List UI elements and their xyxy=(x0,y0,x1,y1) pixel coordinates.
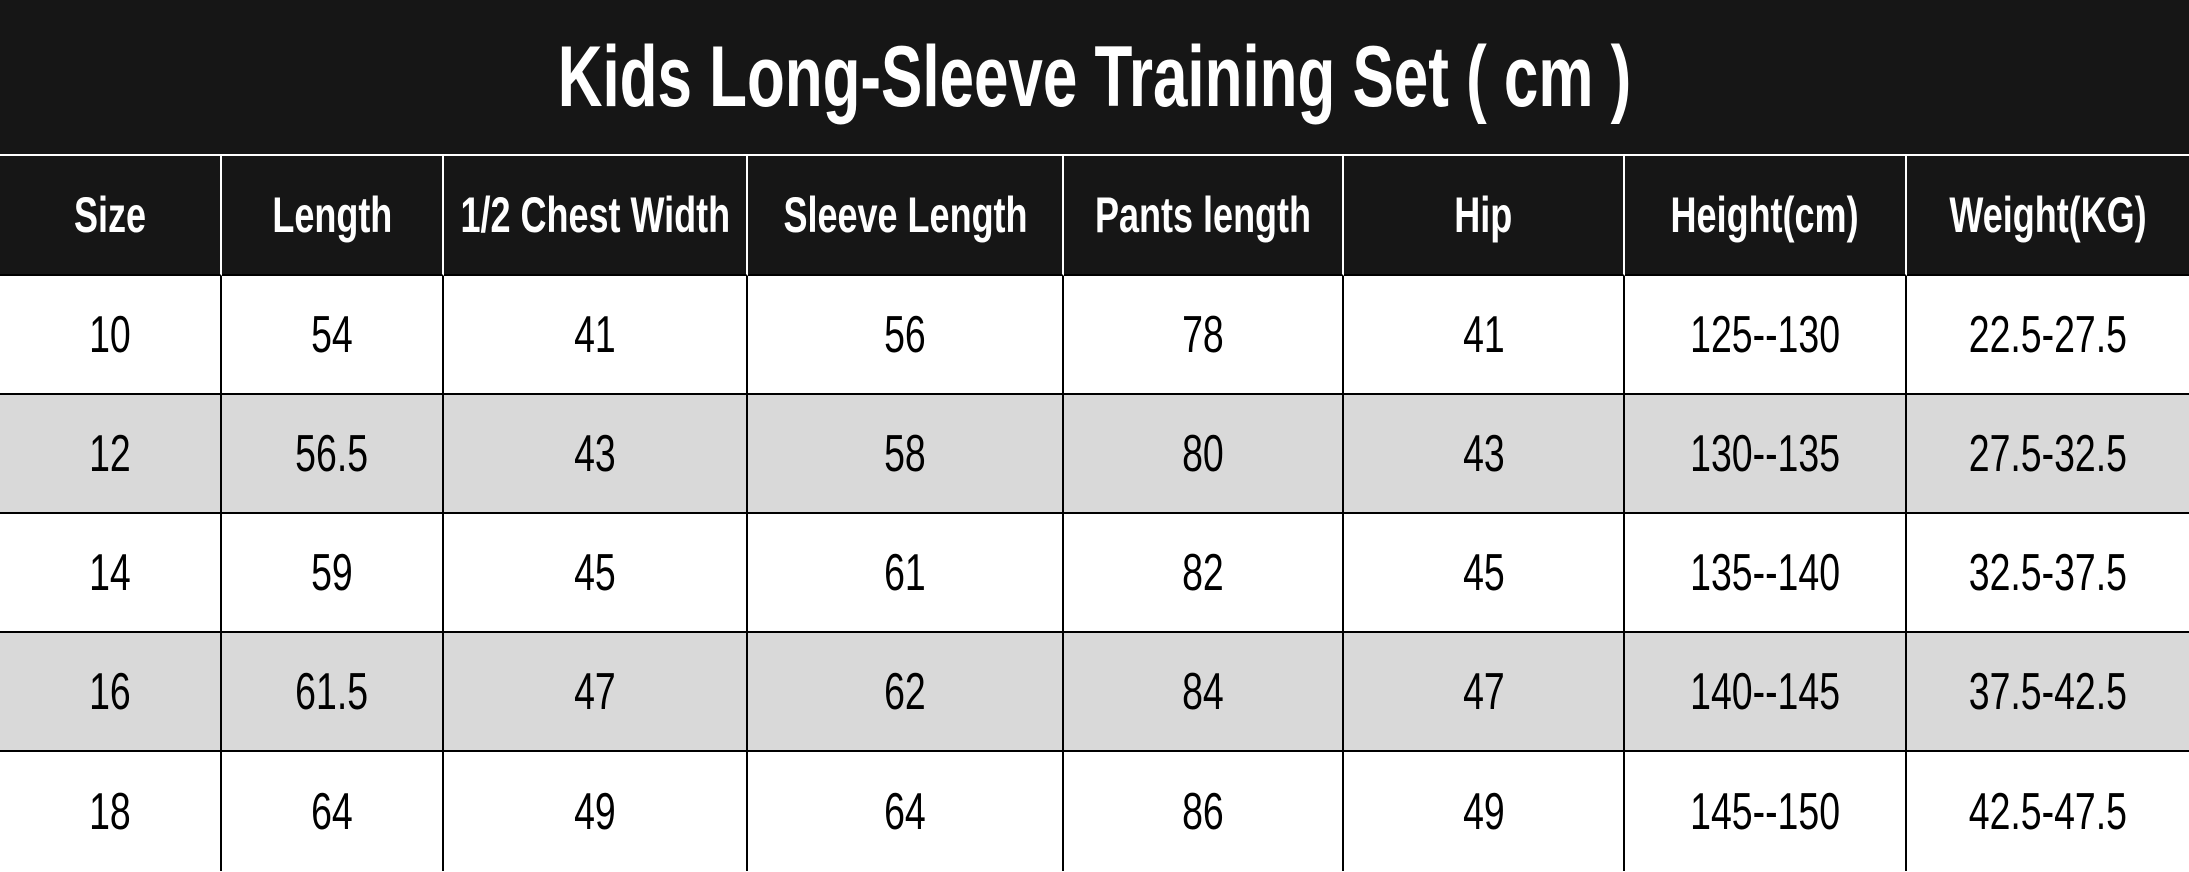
column-header-text: Length xyxy=(272,187,392,243)
cell-value: 10 xyxy=(89,305,131,364)
cell-value: 54 xyxy=(311,305,353,364)
table-cell: 41 xyxy=(1344,276,1625,395)
table-cell: 49 xyxy=(444,752,748,871)
cell-value: 37.5-42.5 xyxy=(1968,662,2128,721)
cell-value: 82 xyxy=(1182,543,1224,602)
table-cell: 61.5 xyxy=(222,633,444,752)
table-cell: 37.5-42.5 xyxy=(1907,633,2189,752)
cell-value: 56.5 xyxy=(295,424,369,483)
cell-value: 41 xyxy=(1462,305,1505,364)
column-header: Hip xyxy=(1344,156,1625,276)
cell-value: 43 xyxy=(574,424,616,483)
cell-value: 49 xyxy=(1462,782,1505,841)
table-cell: 135--140 xyxy=(1625,514,1907,633)
cell-value: 62 xyxy=(884,662,926,721)
cell-value: 84 xyxy=(1182,662,1224,721)
cell-value: 43 xyxy=(1462,424,1505,483)
cell-value: 41 xyxy=(574,305,616,364)
table-cell: 42.5-47.5 xyxy=(1907,752,2189,871)
cell-value: 49 xyxy=(574,782,616,841)
cell-value: 86 xyxy=(1182,782,1224,841)
cell-value: 56 xyxy=(884,305,926,364)
cell-value: 64 xyxy=(884,782,926,841)
column-header-text: Pants length xyxy=(1094,187,1312,243)
table-cell: 86 xyxy=(1064,752,1344,871)
column-header-text: Height(cm) xyxy=(1670,187,1859,243)
table-title: Kids Long-Sleeve Training Set ( cm ) xyxy=(0,0,2189,156)
table-cell: 18 xyxy=(0,752,222,871)
size-table: Size Length 1/2 Chest Width Sleeve Length Pa… xyxy=(0,156,2189,871)
column-header: Size xyxy=(0,156,222,276)
cell-value: 125--130 xyxy=(1690,305,1840,364)
cell-value: 45 xyxy=(1462,543,1505,602)
cell-value: 59 xyxy=(311,543,353,602)
column-header: 1/2 Chest Width xyxy=(444,156,748,276)
table-cell: 27.5-32.5 xyxy=(1907,395,2189,514)
table-cell: 43 xyxy=(1344,395,1625,514)
column-header: Height(cm) xyxy=(1625,156,1907,276)
cell-value: 80 xyxy=(1182,424,1224,483)
table-cell: 84 xyxy=(1064,633,1344,752)
cell-value: 45 xyxy=(574,543,616,602)
table-cell: 43 xyxy=(444,395,748,514)
cell-value: 135--140 xyxy=(1690,543,1840,602)
table-cell: 140--145 xyxy=(1625,633,1907,752)
cell-value: 78 xyxy=(1182,305,1224,364)
cell-value: 58 xyxy=(884,424,926,483)
cell-value: 42.5-47.5 xyxy=(1968,782,2128,841)
column-header: Sleeve Length xyxy=(748,156,1064,276)
title-text: Kids Long-Sleeve Training Set ( cm ) xyxy=(557,28,1632,125)
table-cell: 78 xyxy=(1064,276,1344,395)
table-cell: 41 xyxy=(444,276,748,395)
column-header-text: Hip xyxy=(1454,187,1513,243)
cell-value: 140--145 xyxy=(1690,662,1840,721)
table-cell: 12 xyxy=(0,395,222,514)
cell-value: 47 xyxy=(574,662,616,721)
cell-value: 32.5-37.5 xyxy=(1968,543,2128,602)
column-header-text: Weight(KG) xyxy=(1949,187,2147,243)
column-header: Length xyxy=(222,156,444,276)
table-cell: 61 xyxy=(748,514,1064,633)
cell-value: 130--135 xyxy=(1690,424,1840,483)
cell-value: 14 xyxy=(89,543,131,602)
table-cell: 47 xyxy=(444,633,748,752)
column-header: Pants length xyxy=(1064,156,1344,276)
table-cell: 58 xyxy=(748,395,1064,514)
table-cell: 10 xyxy=(0,276,222,395)
cell-value: 61 xyxy=(884,543,926,602)
table-cell: 14 xyxy=(0,514,222,633)
table-cell: 45 xyxy=(1344,514,1625,633)
cell-value: 12 xyxy=(89,424,131,483)
cell-value: 22.5-27.5 xyxy=(1968,305,2128,364)
column-header-text: 1/2 Chest Width xyxy=(460,187,730,243)
cell-value: 145--150 xyxy=(1690,782,1840,841)
table-cell: 80 xyxy=(1064,395,1344,514)
table-cell: 49 xyxy=(1344,752,1625,871)
table-cell: 32.5-37.5 xyxy=(1907,514,2189,633)
table-cell: 47 xyxy=(1344,633,1625,752)
table-cell: 16 xyxy=(0,633,222,752)
table-cell: 56.5 xyxy=(222,395,444,514)
column-header: Weight(KG) xyxy=(1907,156,2189,276)
table-cell: 64 xyxy=(748,752,1064,871)
table-cell: 145--150 xyxy=(1625,752,1907,871)
table-cell: 45 xyxy=(444,514,748,633)
table-cell: 22.5-27.5 xyxy=(1907,276,2189,395)
table-cell: 125--130 xyxy=(1625,276,1907,395)
cell-value: 47 xyxy=(1462,662,1505,721)
cell-value: 27.5-32.5 xyxy=(1968,424,2128,483)
table-cell: 130--135 xyxy=(1625,395,1907,514)
table-cell: 82 xyxy=(1064,514,1344,633)
cell-value: 64 xyxy=(311,782,353,841)
cell-value: 18 xyxy=(89,782,131,841)
cell-value: 16 xyxy=(89,662,131,721)
cell-value: 61.5 xyxy=(295,662,369,721)
table-cell: 56 xyxy=(748,276,1064,395)
column-header-text: Size xyxy=(73,187,147,243)
table-cell: 54 xyxy=(222,276,444,395)
table-cell: 64 xyxy=(222,752,444,871)
column-header-text: Sleeve Length xyxy=(782,187,1028,243)
table-cell: 62 xyxy=(748,633,1064,752)
table-cell: 59 xyxy=(222,514,444,633)
